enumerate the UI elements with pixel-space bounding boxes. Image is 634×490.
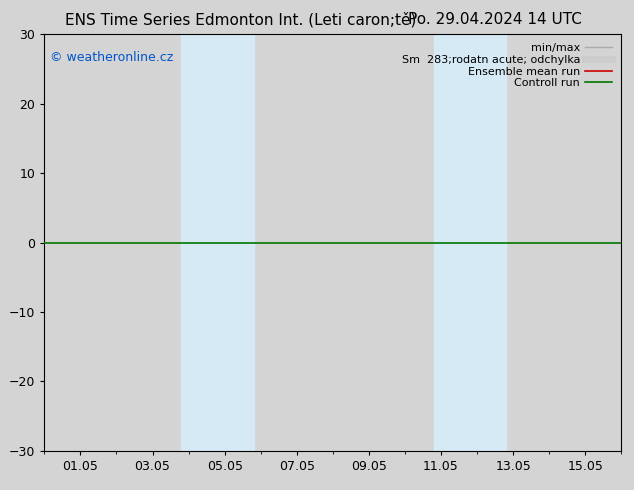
Text: ENS Time Series Edmonton Int. (Leti caron;tě): ENS Time Series Edmonton Int. (Leti caro… — [65, 12, 417, 28]
Text: © weatheronline.cz: © weatheronline.cz — [50, 51, 174, 64]
Text: Po. 29.04.2024 14 UTC: Po. 29.04.2024 14 UTC — [408, 12, 581, 27]
Bar — [434, 34, 506, 451]
Bar — [181, 34, 254, 451]
Legend: min/max, Sm  283;rodatn acute; odchylka, Ensemble mean run, Controll run: min/max, Sm 283;rodatn acute; odchylka, … — [398, 40, 616, 92]
